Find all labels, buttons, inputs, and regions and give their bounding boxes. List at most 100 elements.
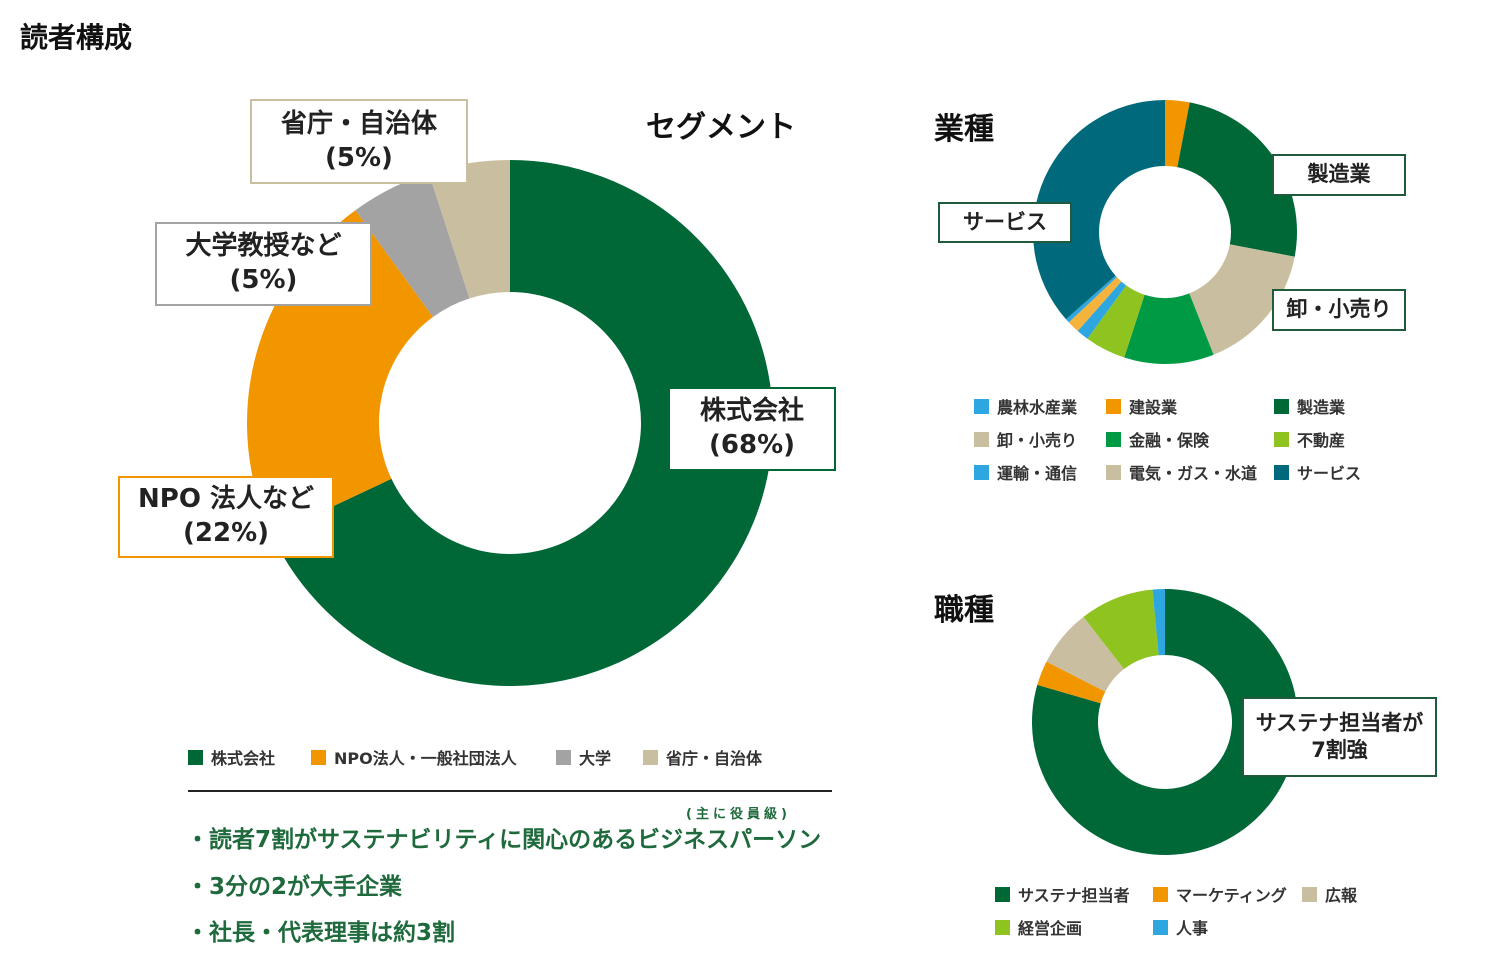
legend-item: サービス: [1274, 460, 1361, 484]
legend-swatch: [1106, 464, 1121, 480]
callout-percent: (22%): [183, 518, 269, 548]
bullet-1: ・読者7割がサステナビリティに関心のあるビジネスパーソン: [186, 827, 822, 853]
legend-item: 卸・小売り: [974, 427, 1077, 451]
page-title: 読者構成: [20, 21, 133, 54]
callout-line2: 7割強: [1311, 738, 1368, 762]
legend-label: 農林水産業: [997, 398, 1078, 417]
slice-農林水産業: [1065, 275, 1117, 323]
callout-service: サービス: [938, 202, 1072, 243]
callout-label: 大学教授など: [185, 231, 342, 262]
legend-item: 金融・保険: [1106, 427, 1209, 451]
job-chart-title: 職種: [934, 593, 994, 628]
slice-卸・小売り: [1189, 244, 1295, 355]
callout-label: 株式会社: [699, 396, 804, 427]
legend-label: NPO法人・一般社団法人: [334, 749, 517, 768]
slice-株式会社: [272, 160, 773, 687]
legend-swatch: [643, 749, 658, 765]
callout-kabushiki: 株式会社 (68%): [668, 387, 836, 471]
segment-chart-title: セグメント: [646, 110, 796, 145]
callout-line1: サステナ担当者が: [1255, 710, 1424, 735]
legend-swatch: [1153, 886, 1168, 902]
bullet-3: ・社長・代表理事は約3割: [186, 920, 456, 946]
legend-swatch: [556, 749, 571, 765]
callout-manufacturing: 製造業: [1272, 154, 1406, 196]
legend-item: 運輸・通信: [974, 460, 1077, 484]
industry-chart-title: 業種: [934, 112, 994, 147]
callout-npo: NPO 法人など (22%): [118, 476, 334, 558]
callout-label: 省庁・自治体: [280, 108, 437, 139]
slice-金融・保険: [1124, 293, 1214, 364]
bullet-2: ・3分の2が大手企業: [186, 874, 403, 900]
slice-建設業: [1165, 100, 1190, 168]
slice-運輸・通信: [1077, 281, 1127, 339]
legend-item: 経営企画: [995, 915, 1082, 939]
legend-label: 製造業: [1297, 398, 1346, 417]
legend-swatch: [1274, 431, 1289, 447]
legend-swatch: [1302, 886, 1317, 902]
legend-label: 大学: [579, 749, 612, 768]
legend-item: サステナ担当者: [995, 882, 1130, 906]
legend-item: 人事: [1153, 915, 1208, 939]
slice-サービス: [1033, 100, 1165, 320]
legend-item: 株式会社: [188, 745, 275, 769]
legend-item: 広報: [1302, 882, 1357, 906]
slice-マーケティング: [1037, 661, 1106, 704]
slice-省庁・自治体: [428, 160, 510, 299]
legend-label: 卸・小売り: [997, 431, 1078, 450]
divider: [188, 790, 832, 792]
legend-label: サービス: [1297, 464, 1362, 483]
callout-university: 大学教授など (5%): [155, 222, 372, 306]
legend-item: NPO法人・一般社団法人: [311, 745, 517, 769]
slice-サステナ担当者: [1032, 589, 1298, 856]
legend-label: 経営企画: [1018, 919, 1083, 938]
legend-item: 省庁・自治体: [643, 745, 762, 769]
legend-swatch: [1106, 398, 1121, 414]
legend-swatch: [1106, 431, 1121, 447]
legend-label: 建設業: [1129, 398, 1178, 417]
callout-retail: 卸・小売り: [1272, 289, 1406, 331]
callout-label: NPO 法人など: [138, 484, 314, 515]
legend-item: 農林水産業: [974, 394, 1077, 418]
slice-経営企画: [1083, 589, 1159, 670]
legend-swatch: [311, 749, 326, 765]
callout-percent: (68%): [709, 430, 795, 460]
legend-swatch: [974, 464, 989, 480]
legend-label: 株式会社: [211, 749, 276, 768]
callout-percent: (5%): [325, 142, 393, 173]
slice-人事: [1152, 589, 1165, 656]
legend-swatch: [974, 398, 989, 414]
slice-不動産: [1087, 285, 1145, 358]
slice-大学: [355, 172, 470, 318]
legend-swatch: [995, 919, 1010, 935]
legend-swatch: [188, 749, 203, 765]
legend-item: 電気・ガス・水道: [1106, 460, 1257, 484]
legend-label: マーケティング: [1176, 886, 1287, 905]
legend-label: 運輸・通信: [997, 464, 1078, 483]
callout-sustainability: サステナ担当者が 7割強: [1242, 697, 1437, 777]
legend-swatch: [974, 431, 989, 447]
legend-swatch: [1153, 919, 1168, 935]
slice-電気・ガス・水道: [1068, 277, 1122, 332]
legend-label: 人事: [1176, 919, 1209, 938]
legend-label: 広報: [1325, 886, 1358, 905]
legend-label: 不動産: [1297, 431, 1346, 450]
legend-item: 製造業: [1274, 394, 1345, 418]
legend-swatch: [1274, 398, 1289, 414]
legend-label: 電気・ガス・水道: [1129, 464, 1258, 483]
legend-label: サステナ担当者: [1018, 886, 1130, 905]
annotation-executives: (主に役員級): [686, 807, 791, 822]
slice-製造業: [1177, 102, 1298, 257]
legend-swatch: [1274, 464, 1289, 480]
legend-item: マーケティング: [1153, 882, 1287, 906]
legend-swatch: [995, 886, 1010, 902]
legend-item: 大学: [556, 745, 611, 769]
legend-item: 不動産: [1274, 427, 1345, 451]
legend-label: 省庁・自治体: [666, 749, 763, 768]
callout-government: 省庁・自治体 (5%): [250, 99, 468, 184]
callout-percent: (5%): [229, 265, 298, 295]
legend-item: 建設業: [1106, 394, 1177, 418]
legend-label: 金融・保険: [1129, 431, 1210, 450]
slice-広報: [1046, 616, 1124, 692]
